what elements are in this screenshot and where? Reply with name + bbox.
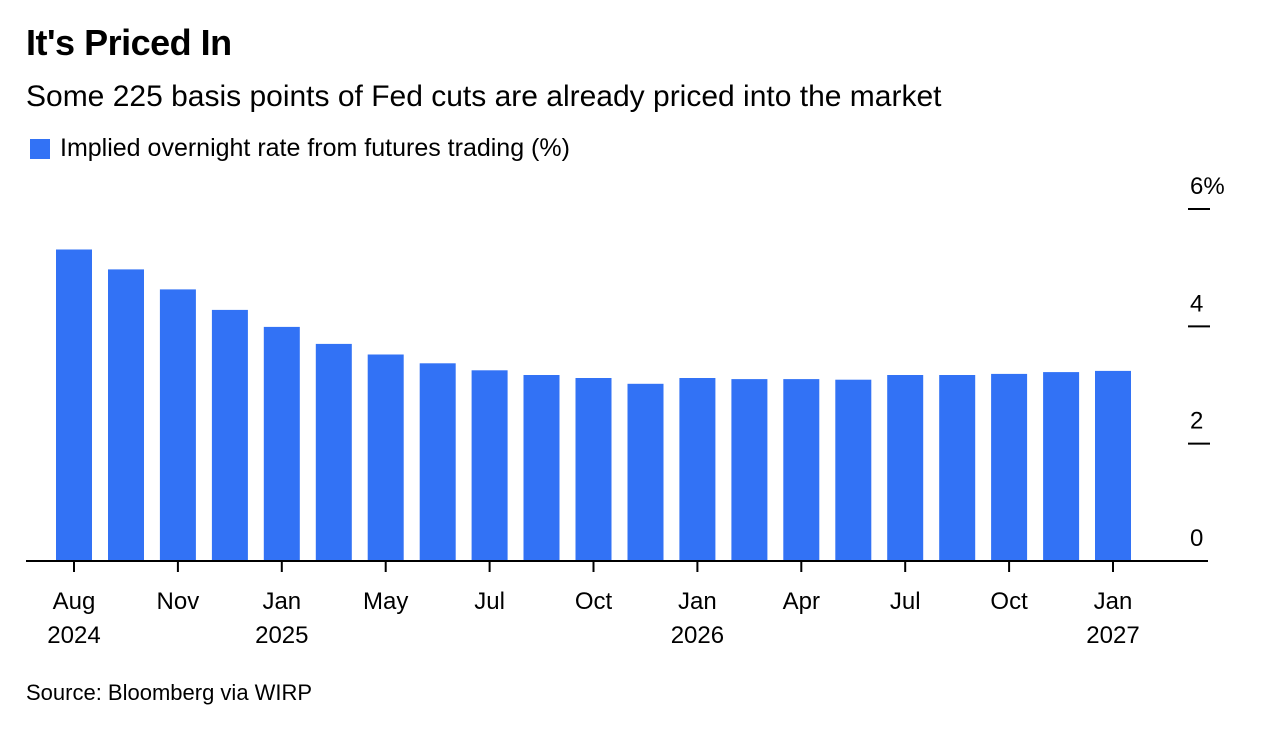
chart-title: It's Priced In [26,22,232,63]
bar [419,363,456,561]
bar [939,375,976,561]
x-tick-label: Aug [53,588,96,615]
bar [56,249,92,561]
bar [731,379,768,561]
bar [783,379,820,561]
legend-swatch [30,138,50,159]
bar [523,375,560,561]
x-tick-year-label: 2026 [671,622,724,649]
bar [679,378,716,561]
x-tick-label: Oct [575,588,613,615]
source-note: Source: Bloomberg via WIRP [26,680,313,705]
x-tick-label: Jul [890,588,921,615]
x-tick-year-label: 2025 [255,622,308,649]
y-axis: 6% 4 2 0 [1188,173,1225,552]
bar [211,309,248,561]
bar [991,373,1028,561]
bar [159,289,196,561]
x-axis: Aug 2024 Nov Jan 2025 May Jul Oct Jan 2026 Apr Jul O… [26,560,1208,649]
x-tick-label: Nov [157,588,200,615]
y-tick-label: 6% [1190,173,1225,200]
legend: Implied overnight rate from futures trad… [30,134,570,163]
x-tick-label: Jul [474,588,505,615]
bar [471,370,508,561]
y-tick-label: 2 [1190,408,1203,435]
chart-subtitle: Some 225 basis points of Fed cuts are al… [26,80,942,113]
x-tick-label: Jan [1094,588,1133,615]
legend-label: Implied overnight rate from futures trad… [60,134,570,162]
y-tick-label: 0 [1190,525,1203,552]
bar [367,354,404,561]
bar [627,383,664,561]
x-tick-label: Apr [783,588,820,615]
bar [1095,370,1131,561]
bar [575,378,612,561]
bar [887,375,924,561]
x-tick-label: Jan [262,588,301,615]
x-tick-label: Oct [990,588,1028,615]
bar [263,326,300,561]
x-tick-label: May [363,588,408,615]
y-tick-label: 4 [1190,290,1203,317]
x-tick-year-label: 2027 [1086,622,1139,649]
x-tick-label: Jan [678,588,717,615]
bar [835,379,872,561]
x-tick-year-label: 2024 [47,622,100,649]
bar [108,269,144,561]
bar [1043,372,1080,561]
bar [315,343,352,561]
bars-group [56,249,1131,561]
